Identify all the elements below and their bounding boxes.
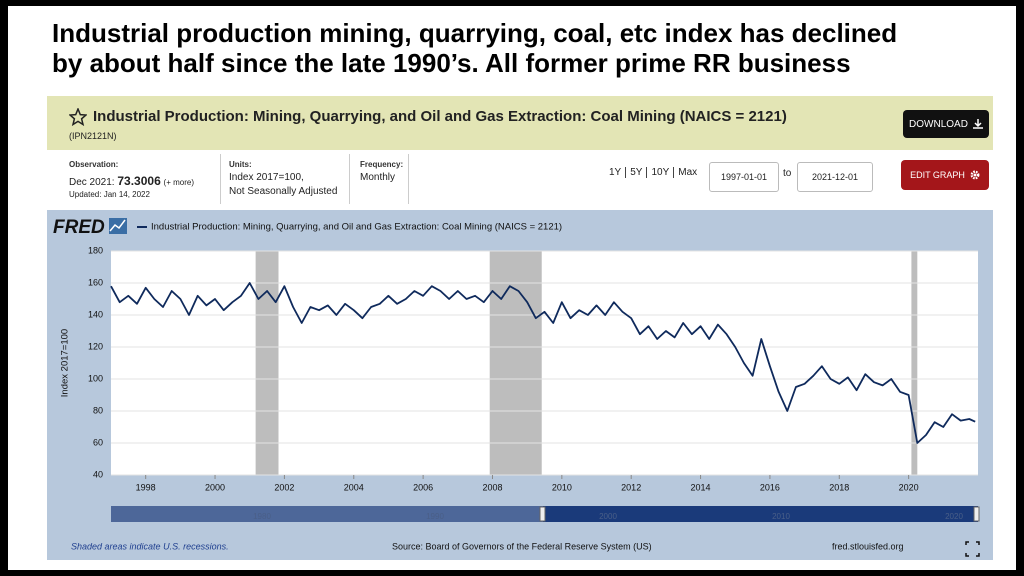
range-button[interactable]: Max bbox=[678, 167, 698, 178]
observation-value: 73.3006 bbox=[117, 174, 161, 188]
start-date-input[interactable]: 1997-01-01 bbox=[709, 162, 779, 192]
slide: Industrial production mining, quarrying,… bbox=[8, 6, 1016, 570]
navigator-label: 2000 bbox=[599, 512, 617, 521]
fred-logo: FRED bbox=[53, 217, 105, 238]
y-tick-label: 80 bbox=[93, 405, 103, 415]
navigator-label: 1980 bbox=[253, 512, 271, 521]
x-tick-label: 1998 bbox=[136, 482, 156, 492]
end-date-input[interactable]: 2021-12-01 bbox=[797, 162, 873, 192]
star-icon[interactable] bbox=[69, 108, 87, 126]
divider bbox=[220, 154, 221, 204]
y-axis-label: Index 2017=100 bbox=[60, 329, 71, 397]
fullscreen-icon[interactable] bbox=[965, 541, 980, 557]
edit-graph-label: EDIT GRAPH bbox=[910, 170, 965, 180]
chart-panel: FRED Industrial Production: Mining, Quar… bbox=[47, 210, 993, 560]
navigator-handle[interactable] bbox=[973, 506, 980, 522]
headline: Industrial production mining, quarrying,… bbox=[52, 18, 898, 48]
units: Not Seasonally Adjusted bbox=[229, 186, 338, 197]
source: Source: Board of Governors of the Federa… bbox=[392, 541, 652, 551]
info-bar: Observation: Dec 2021: 73.3006 (+ more) … bbox=[47, 150, 993, 210]
series-title: Industrial Production: Mining, Quarrying… bbox=[93, 108, 787, 125]
recession-band bbox=[489, 251, 542, 475]
series-id: (IPN2121N) bbox=[69, 131, 117, 141]
navigator-unselected bbox=[111, 506, 543, 522]
navigator-label: 2020 bbox=[945, 512, 963, 521]
range-separator bbox=[625, 167, 627, 178]
series-line bbox=[110, 282, 976, 444]
logo-icon bbox=[109, 218, 127, 234]
gear-icon bbox=[970, 170, 980, 180]
x-tick-label: 2016 bbox=[760, 482, 780, 492]
site: fred.stlouisfed.org bbox=[832, 541, 904, 551]
x-tick-label: 2004 bbox=[344, 482, 364, 492]
x-tick-label: 2018 bbox=[829, 482, 849, 492]
y-tick-label: 140 bbox=[88, 309, 103, 319]
observation: Dec 2021: 73.3006 (+ more) bbox=[69, 174, 194, 188]
observation-label: Observation: bbox=[69, 160, 119, 169]
updated: Updated: Jan 14, 2022 bbox=[69, 190, 150, 199]
download-icon bbox=[972, 119, 983, 129]
range-selector: 1Y 5Y 10Y Max bbox=[609, 167, 697, 178]
y-tick-label: 160 bbox=[88, 277, 103, 287]
observation-date: Dec 2021: bbox=[69, 177, 115, 188]
y-tick-label: 120 bbox=[88, 341, 103, 351]
series-header: Industrial Production: Mining, Quarrying… bbox=[47, 96, 993, 150]
y-tick-label: 180 bbox=[88, 245, 103, 255]
x-tick-label: 2006 bbox=[413, 482, 433, 492]
range-button[interactable]: 5Y bbox=[630, 167, 643, 178]
to-label: to bbox=[783, 168, 792, 179]
y-tick-label: 60 bbox=[93, 437, 103, 447]
x-tick-label: 2008 bbox=[482, 482, 502, 492]
chart: FRED Industrial Production: Mining, Quar… bbox=[53, 217, 980, 557]
y-tick-label: 40 bbox=[93, 469, 103, 479]
divider bbox=[408, 154, 409, 204]
download-label: DOWNLOAD bbox=[909, 118, 968, 130]
more-link[interactable]: (+ more) bbox=[163, 178, 194, 187]
download-button[interactable]: DOWNLOAD bbox=[903, 110, 989, 138]
recession-band bbox=[911, 251, 918, 475]
y-tick-label: 100 bbox=[88, 373, 103, 383]
x-tick-label: 2002 bbox=[274, 482, 294, 492]
recession-note: Shaded areas indicate U.S. recessions. bbox=[71, 541, 229, 551]
legend-label: Industrial Production: Mining, Quarrying… bbox=[151, 222, 562, 233]
range-button[interactable]: 10Y bbox=[651, 167, 670, 178]
x-tick-label: 2010 bbox=[552, 482, 572, 492]
recession-band bbox=[255, 251, 279, 475]
range-button[interactable]: 1Y bbox=[609, 167, 622, 178]
x-tick-label: 2014 bbox=[691, 482, 711, 492]
range-separator bbox=[646, 167, 648, 178]
edit-graph-button[interactable]: EDIT GRAPH bbox=[901, 160, 989, 190]
range-separator bbox=[673, 167, 675, 178]
frequency-label: Frequency: bbox=[360, 160, 404, 169]
divider bbox=[349, 154, 350, 204]
navigator-label: 1990 bbox=[426, 512, 444, 521]
headline: by about half since the late 1990’s. All… bbox=[52, 48, 851, 78]
logo-icon-line bbox=[109, 219, 126, 232]
x-tick-label: 2000 bbox=[205, 482, 225, 492]
units: Index 2017=100, bbox=[229, 172, 304, 183]
navigator-handle[interactable] bbox=[539, 506, 546, 522]
navigator-label: 2010 bbox=[772, 512, 790, 521]
plot-area bbox=[111, 251, 978, 475]
units-label: Units: bbox=[229, 160, 252, 169]
x-tick-label: 2012 bbox=[621, 482, 641, 492]
x-tick-label: 2020 bbox=[899, 482, 919, 492]
frequency: Monthly bbox=[360, 172, 396, 183]
